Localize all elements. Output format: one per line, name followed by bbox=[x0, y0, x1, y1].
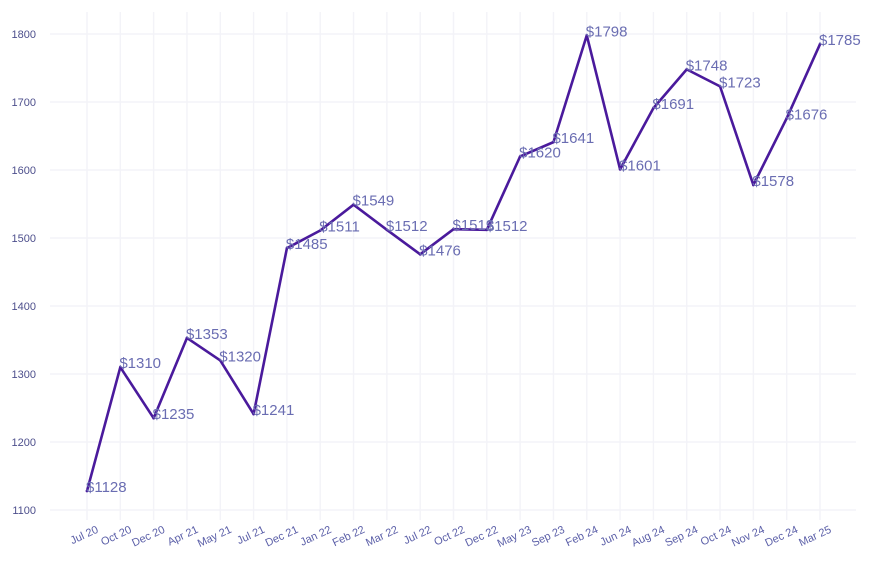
data-label: $1723 bbox=[719, 74, 761, 91]
data-label-layer: $1128 $1310 $1235 $1353 $1320 $1241 $1485$1511… bbox=[86, 23, 861, 496]
data-label: $1310 bbox=[119, 355, 161, 372]
data-point bbox=[318, 229, 322, 232]
x-tick-label: Jan 22 bbox=[298, 524, 333, 549]
y-tick-label: 1400 bbox=[12, 301, 36, 313]
data-label: $1353 bbox=[186, 326, 228, 343]
x-tick-label: Dec 20 bbox=[130, 524, 167, 550]
y-tick-label: 1700 bbox=[12, 97, 36, 109]
data-label: $1320 bbox=[219, 348, 261, 365]
x-tick-label: Jun 24 bbox=[598, 524, 633, 549]
y-tick-label: 1600 bbox=[12, 165, 36, 177]
data-point bbox=[218, 359, 222, 362]
x-tick-label: Oct 22 bbox=[432, 524, 466, 549]
data-label: $1578 bbox=[752, 173, 794, 190]
data-label: $1549 bbox=[353, 193, 395, 210]
x-tick-label: Jul 22 bbox=[402, 524, 434, 547]
data-point bbox=[152, 416, 155, 420]
data-point bbox=[352, 203, 355, 206]
data-point bbox=[119, 365, 122, 369]
data-point bbox=[652, 106, 655, 110]
y-tick-label: 1100 bbox=[12, 505, 36, 517]
x-tick-label: Sep 24 bbox=[663, 524, 700, 550]
data-label: $1641 bbox=[552, 130, 594, 147]
data-point bbox=[252, 412, 255, 416]
x-tick-label: Nov 24 bbox=[730, 524, 767, 550]
x-tick-label: Dec 21 bbox=[264, 524, 301, 550]
data-point bbox=[752, 183, 755, 187]
data-label: $1485 bbox=[286, 236, 328, 253]
data-label: $1241 bbox=[253, 402, 295, 419]
x-tick-label: Sep 23 bbox=[530, 524, 567, 550]
x-tick-label: Dec 22 bbox=[463, 524, 500, 550]
x-tick-label: May 21 bbox=[196, 524, 234, 550]
data-label: $1235 bbox=[153, 406, 195, 423]
data-label: $1676 bbox=[786, 106, 828, 123]
x-tick-label: Mar 25 bbox=[797, 524, 833, 549]
data-label: $1512 bbox=[386, 218, 428, 235]
data-point bbox=[718, 85, 722, 88]
data-point bbox=[552, 140, 555, 144]
data-point bbox=[618, 168, 622, 171]
y-tick-label: 1500 bbox=[12, 233, 36, 245]
x-tick-label: May 23 bbox=[496, 524, 534, 550]
x-tick-label: Mar 22 bbox=[364, 524, 400, 549]
data-point bbox=[452, 227, 455, 231]
data-point bbox=[685, 68, 689, 71]
series-layer bbox=[85, 34, 822, 493]
x-tick-label: Feb 24 bbox=[564, 524, 600, 549]
data-label: $1691 bbox=[652, 96, 694, 113]
data-label: $1601 bbox=[619, 157, 661, 174]
y-tick-label: 1200 bbox=[12, 437, 36, 449]
data-label: $1785 bbox=[819, 32, 861, 49]
data-point bbox=[418, 253, 422, 256]
x-tick-label: Jul 21 bbox=[235, 524, 267, 547]
data-label: $1620 bbox=[519, 144, 561, 161]
data-point bbox=[385, 228, 389, 232]
data-point bbox=[518, 155, 522, 158]
y-tick-label: 1300 bbox=[12, 369, 36, 381]
data-point bbox=[585, 34, 589, 37]
y-tick-label: 1800 bbox=[12, 29, 36, 41]
data-point bbox=[185, 336, 189, 340]
x-tick-label: Dec 24 bbox=[763, 524, 800, 550]
x-tick-label: Oct 24 bbox=[699, 524, 733, 549]
data-label: $1476 bbox=[419, 242, 461, 259]
data-label: $1511 bbox=[319, 219, 360, 236]
data-point bbox=[85, 489, 89, 493]
data-point bbox=[818, 42, 822, 46]
x-tick-label: Feb 22 bbox=[331, 524, 367, 549]
data-label: $1512 bbox=[486, 218, 528, 235]
x-tick-label: Oct 20 bbox=[99, 524, 133, 549]
y-axis: 1100 1200 1300 1400 1500 1600 1700 1800 bbox=[12, 29, 36, 517]
x-tick-label: Aug 24 bbox=[630, 524, 667, 550]
data-point bbox=[485, 228, 489, 232]
data-point bbox=[785, 117, 788, 120]
data-label: $1128 bbox=[86, 479, 127, 496]
x-tick-label: Jul 20 bbox=[69, 524, 101, 547]
x-tick-label: Apr 21 bbox=[166, 524, 200, 549]
data-point bbox=[285, 246, 289, 250]
data-label: $1513 bbox=[453, 217, 495, 234]
data-label: $1798 bbox=[586, 23, 628, 40]
data-label: $1748 bbox=[686, 57, 728, 74]
grid-layer bbox=[50, 12, 856, 520]
